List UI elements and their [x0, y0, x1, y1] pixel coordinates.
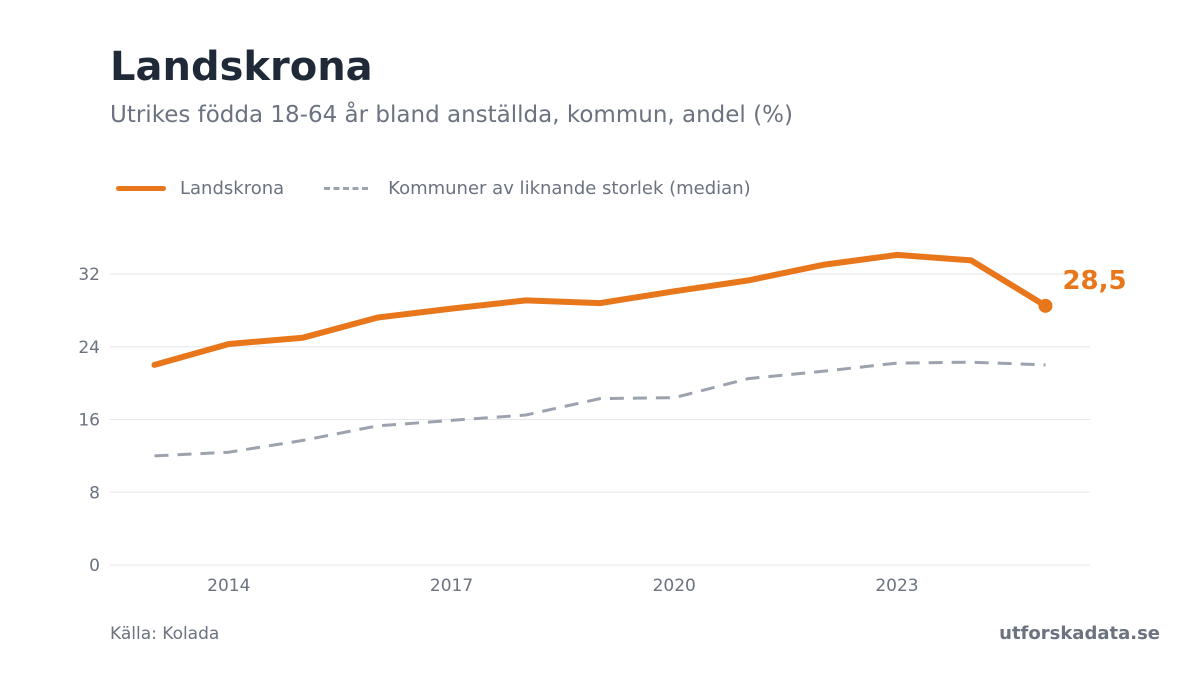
series-line-comparison [154, 360, 1046, 458]
source-note: Källa: Kolada [110, 624, 220, 644]
y-tick-label: 8 [89, 483, 100, 503]
end-point-marker [1038, 298, 1053, 313]
x-tick-label: 2017 [430, 576, 473, 596]
legend-item-comparison: Kommuner av liknande storlek (median) [324, 178, 751, 199]
legend: Landskrona Kommuner av liknande storlek … [116, 178, 751, 199]
chart-title: Landskrona [110, 44, 373, 90]
x-tick-label: 2023 [875, 576, 918, 596]
legend-label-primary: Landskrona [180, 178, 285, 199]
y-tick-label: 24 [78, 338, 100, 358]
legend-swatch-solid [116, 186, 166, 191]
y-tick-label: 32 [78, 265, 100, 285]
legend-label-comparison: Kommuner av liknande storlek (median) [388, 178, 751, 199]
y-tick-label: 0 [89, 556, 100, 576]
x-tick-label: 2020 [653, 576, 696, 596]
end-value-label: 28,5 [1062, 266, 1126, 296]
y-tick-label: 16 [78, 411, 100, 431]
chart-subtitle: Utrikes födda 18-64 år bland anställda, … [110, 102, 793, 128]
legend-item-primary: Landskrona [116, 178, 284, 199]
x-tick-label: 2014 [207, 576, 250, 596]
series-line-primary [151, 251, 1049, 368]
legend-swatch-dashed [324, 187, 369, 190]
brand-label: utforskadata.se [999, 623, 1160, 644]
